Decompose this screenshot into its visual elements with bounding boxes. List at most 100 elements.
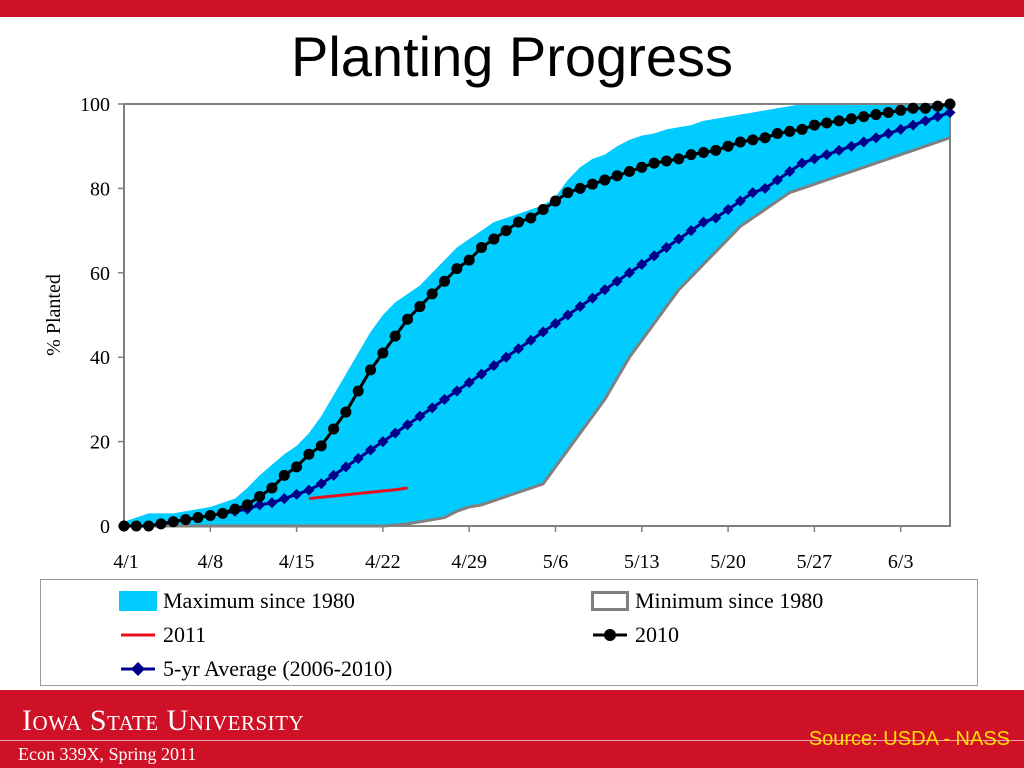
point-2010 (439, 275, 451, 287)
point-2010 (315, 440, 327, 452)
legend-item-5yr-average: 5-yr Average (2006-2010) (119, 654, 392, 684)
avg-point (882, 128, 894, 140)
point-2010 (500, 225, 512, 237)
avg-point (907, 119, 919, 131)
source-label: Source: USDA - NASS (808, 728, 1010, 750)
point-2010 (340, 406, 352, 418)
avg-point (463, 377, 475, 389)
series-2010-markers (118, 98, 956, 532)
avg-point (549, 317, 561, 329)
avg-point (513, 343, 525, 355)
point-2010 (488, 233, 500, 245)
avg-point (858, 136, 870, 148)
point-2010 (845, 113, 857, 125)
x-tick-label: 4/22 (365, 551, 401, 573)
avg-point (895, 123, 907, 135)
avg-point (278, 493, 290, 505)
avg-point (340, 461, 352, 473)
point-2010 (870, 109, 882, 121)
avg-point (365, 444, 377, 456)
footer-divider (0, 740, 1024, 741)
avg-point (660, 241, 672, 253)
legend-label-minimum: Minimum since 1980 (635, 588, 824, 613)
point-2010 (254, 490, 266, 502)
avg-point (784, 166, 796, 178)
point-2010 (426, 288, 438, 300)
y-axis-label: % Planted (43, 274, 65, 356)
point-2010 (155, 518, 167, 530)
point-2010 (377, 347, 389, 359)
x-tick-label: 5/6 (543, 551, 569, 573)
point-2010 (784, 125, 796, 137)
university-name: Iowa State University (22, 704, 305, 737)
point-2010 (402, 313, 414, 325)
legend-swatch-2011 (119, 625, 157, 645)
point-2010 (697, 147, 709, 159)
series-2011-line (308, 486, 408, 501)
x-tick-label: 5/20 (710, 551, 746, 573)
x-tick-label: 5/27 (797, 551, 833, 573)
legend-line-2010 (593, 629, 627, 641)
point-2010 (673, 153, 685, 165)
avg-point (328, 469, 340, 481)
point-2010 (167, 516, 179, 528)
point-2010 (586, 178, 598, 190)
avg-point (303, 484, 315, 496)
avg-point (710, 212, 722, 224)
minimum-since-1980-line (124, 136, 951, 528)
point-2010 (118, 520, 130, 532)
point-2010 (611, 170, 623, 182)
point-2010 (796, 123, 808, 135)
point-2010 (513, 216, 525, 228)
legend-item-2010: 2010 (591, 620, 679, 650)
avg-point (426, 402, 438, 414)
point-2010 (537, 204, 549, 215)
x-tick-label: 5/13 (624, 551, 660, 573)
point-2010 (525, 212, 537, 224)
x-tick-label: 4/29 (451, 551, 487, 573)
plot-frame (123, 103, 951, 527)
point-2010 (623, 166, 635, 178)
avg-point (623, 267, 635, 279)
point-2010 (821, 117, 833, 129)
avg-point (599, 284, 611, 296)
point-2010 (636, 161, 648, 173)
avg-point (944, 106, 956, 118)
avg-point (439, 393, 451, 405)
point-2010 (907, 102, 919, 114)
avg-point (722, 204, 734, 215)
avg-point (500, 351, 512, 363)
course-label: Econ 339X, Spring 2011 (18, 744, 197, 764)
y-tick-label: 60 (90, 263, 110, 285)
point-2010 (562, 187, 574, 199)
point-2010 (808, 119, 820, 131)
legend-swatch-minimum (591, 591, 629, 611)
point-2010 (944, 98, 956, 110)
avg-point (673, 233, 685, 245)
maximum-since-1980-area (124, 104, 950, 526)
avg-point (315, 478, 327, 490)
point-2010 (734, 136, 746, 148)
y-tick-label: 80 (90, 178, 110, 200)
point-2010 (192, 512, 204, 524)
point-2010 (574, 182, 586, 194)
point-2010 (463, 254, 475, 266)
y-tick-label: 100 (80, 94, 110, 116)
avg-point (402, 419, 414, 431)
legend-line-5yr-average (121, 662, 155, 676)
point-2010 (722, 140, 734, 152)
point-2010 (747, 134, 759, 146)
university-logo-text: Iowa State University (22, 704, 304, 738)
avg-point (574, 301, 586, 313)
avg-point (537, 326, 549, 338)
point-2010 (858, 111, 870, 123)
point-2010 (660, 155, 672, 167)
point-2010 (549, 195, 561, 207)
point-2010 (919, 102, 931, 114)
avg-point (932, 111, 944, 123)
x-tick-label: 6/3 (888, 551, 914, 573)
avg-point (389, 427, 401, 439)
avg-point (821, 149, 833, 161)
point-2010 (414, 301, 426, 313)
avg-point (734, 195, 746, 207)
